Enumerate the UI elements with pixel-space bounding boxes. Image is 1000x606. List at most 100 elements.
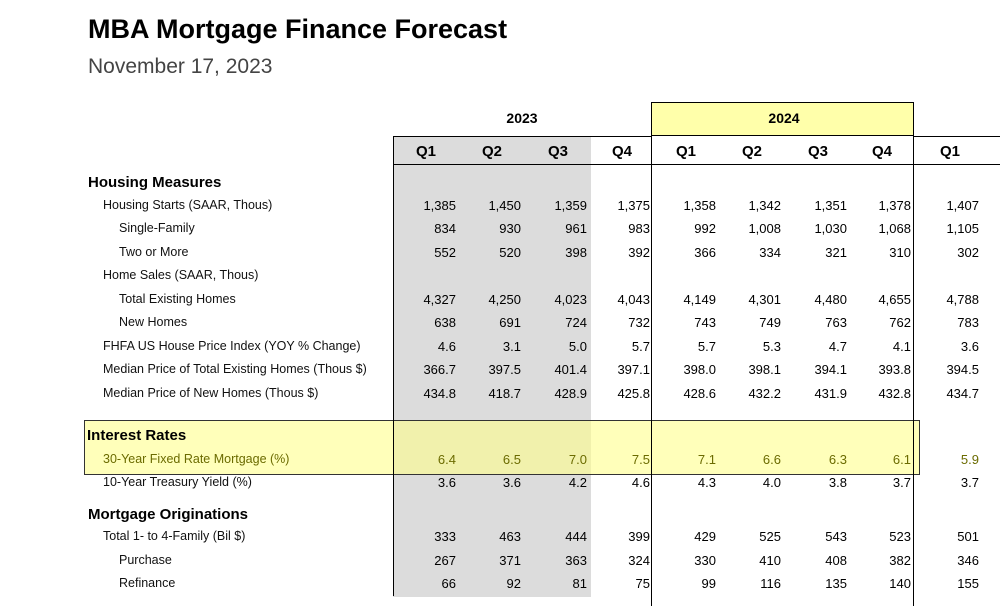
table-cell: 397.5 bbox=[488, 362, 521, 377]
table-cell: 371 bbox=[499, 553, 521, 568]
table-cell: 4,327 bbox=[423, 292, 456, 307]
quarter-header: Q3 bbox=[547, 143, 568, 160]
table-cell: 762 bbox=[889, 315, 911, 330]
table-cell: 520 bbox=[499, 245, 521, 260]
table-cell: 4.3 bbox=[697, 475, 716, 490]
table-cell: 398 bbox=[565, 245, 587, 260]
table-cell: 6.5 bbox=[502, 452, 521, 467]
table-cell: 363 bbox=[565, 553, 587, 568]
page-title: MBA Mortgage Finance Forecast bbox=[88, 14, 508, 44]
table-row: FHFA US House Price Index (YOY % Change)… bbox=[0, 339, 1000, 361]
table-cell: 5.7 bbox=[697, 339, 716, 354]
section-mortgage-originations: Mortgage Originations bbox=[88, 506, 249, 523]
table-cell: 4,043 bbox=[617, 292, 650, 307]
table-cell: 302 bbox=[957, 245, 979, 260]
row-label: 30-Year Fixed Rate Mortgage (%) bbox=[103, 452, 290, 466]
table-cell: 3.8 bbox=[828, 475, 847, 490]
table-cell: 267 bbox=[434, 553, 456, 568]
table-cell: 432.2 bbox=[748, 386, 781, 401]
table-row: New Homes 638 691 724 732 743 749 763 762 783 bbox=[0, 315, 1000, 337]
table-cell: 4,023 bbox=[554, 292, 587, 307]
table-cell: 99 bbox=[701, 576, 716, 591]
table-cell: 1,359 bbox=[554, 198, 587, 213]
table-cell: 4.1 bbox=[892, 339, 911, 354]
section-interest-rates: Interest Rates bbox=[87, 427, 187, 444]
table-cell: 724 bbox=[565, 315, 587, 330]
table-cell: 6.3 bbox=[828, 452, 847, 467]
table-cell: 428.9 bbox=[554, 386, 587, 401]
table-cell: 330 bbox=[694, 553, 716, 568]
table-cell: 346 bbox=[957, 553, 979, 568]
quarter-header: Q4 bbox=[611, 143, 632, 160]
table-cell: 4.0 bbox=[762, 475, 781, 490]
table-row: Total Existing Homes 4,327 4,250 4,023 4,043… bbox=[0, 292, 1000, 314]
quarter-header: Q2 bbox=[481, 143, 502, 160]
table-cell: 4,480 bbox=[814, 292, 847, 307]
highlight-2024-header bbox=[651, 102, 914, 136]
table-cell: 732 bbox=[628, 315, 650, 330]
table-row: Median Price of New Homes (Thous $) 434.8… bbox=[0, 386, 1000, 408]
table-row: Total 1- to 4-Family (Bil $) 333 463 444 399… bbox=[0, 529, 1000, 551]
table-cell: 930 bbox=[499, 221, 521, 236]
table-cell: 5.0 bbox=[568, 339, 587, 354]
table-cell: 7.0 bbox=[568, 452, 587, 467]
table-cell: 310 bbox=[889, 245, 911, 260]
table-cell: 140 bbox=[889, 576, 911, 591]
table-cell: 638 bbox=[434, 315, 456, 330]
table-cell: 6.1 bbox=[892, 452, 911, 467]
shaded-2023-columns bbox=[393, 137, 591, 597]
table-cell: 321 bbox=[825, 245, 847, 260]
table-cell: 834 bbox=[434, 221, 456, 236]
table-cell: 501 bbox=[957, 529, 979, 544]
table-cell: 3.6 bbox=[437, 475, 456, 490]
table-cell: 1,351 bbox=[814, 198, 847, 213]
table-cell: 425.8 bbox=[617, 386, 650, 401]
row-label: New Homes bbox=[119, 315, 188, 329]
report-date: November 17, 2023 bbox=[88, 55, 273, 78]
table-cell: 3.6 bbox=[960, 339, 979, 354]
row-label: Refinance bbox=[119, 576, 176, 590]
table-cell: 523 bbox=[889, 529, 911, 544]
table-cell: 4,788 bbox=[946, 292, 979, 307]
table-row: Refinance 66 92 81 75 99 116 135 140 155 bbox=[0, 576, 1000, 598]
table-cell: 4.6 bbox=[631, 475, 650, 490]
table-cell: 543 bbox=[825, 529, 847, 544]
table-cell: 3.7 bbox=[892, 475, 911, 490]
table-cell: 366.7 bbox=[423, 362, 456, 377]
table-cell: 4.2 bbox=[568, 475, 587, 490]
header-top-rule bbox=[393, 136, 651, 137]
box-2024-columns bbox=[651, 136, 914, 606]
highlight-interest-rates bbox=[84, 420, 920, 475]
table-cell: 444 bbox=[565, 529, 587, 544]
quarter-header: Q4 bbox=[871, 143, 892, 160]
table-row: Single-Family 834 930 961 983 992 1,008 1,030 1,… bbox=[0, 221, 1000, 243]
table-cell: 397.1 bbox=[617, 362, 650, 377]
quarter-header: Q2 bbox=[741, 143, 762, 160]
table-cell: 983 bbox=[628, 221, 650, 236]
table-cell: 1,342 bbox=[748, 198, 781, 213]
table-cell: 418.7 bbox=[488, 386, 521, 401]
table-cell: 135 bbox=[825, 576, 847, 591]
table-cell: 552 bbox=[434, 245, 456, 260]
table-cell: 4,655 bbox=[878, 292, 911, 307]
table-cell: 1,358 bbox=[683, 198, 716, 213]
table-cell: 428.6 bbox=[683, 386, 716, 401]
table-cell: 763 bbox=[825, 315, 847, 330]
row-label: FHFA US House Price Index (YOY % Change) bbox=[103, 339, 361, 353]
row-label: Median Price of Total Existing Homes (Th… bbox=[103, 362, 367, 376]
table-cell: 743 bbox=[694, 315, 716, 330]
table-row: Home Sales (SAAR, Thous) bbox=[0, 268, 1000, 290]
table-cell: 3.1 bbox=[502, 339, 521, 354]
table-row: Purchase 267 371 363 324 330 410 408 382 346 bbox=[0, 553, 1000, 575]
table-cell: 333 bbox=[434, 529, 456, 544]
table-cell: 410 bbox=[759, 553, 781, 568]
table-cell: 6.4 bbox=[437, 452, 456, 467]
table-cell: 961 bbox=[565, 221, 587, 236]
row-label: Home Sales (SAAR, Thous) bbox=[103, 268, 259, 282]
row-label: Single-Family bbox=[119, 221, 195, 235]
table-cell: 3.7 bbox=[960, 475, 979, 490]
table-cell: 394.1 bbox=[814, 362, 847, 377]
table-row: Median Price of Total Existing Homes (Th… bbox=[0, 362, 1000, 384]
table-cell: 81 bbox=[572, 576, 587, 591]
table-cell: 434.8 bbox=[423, 386, 456, 401]
